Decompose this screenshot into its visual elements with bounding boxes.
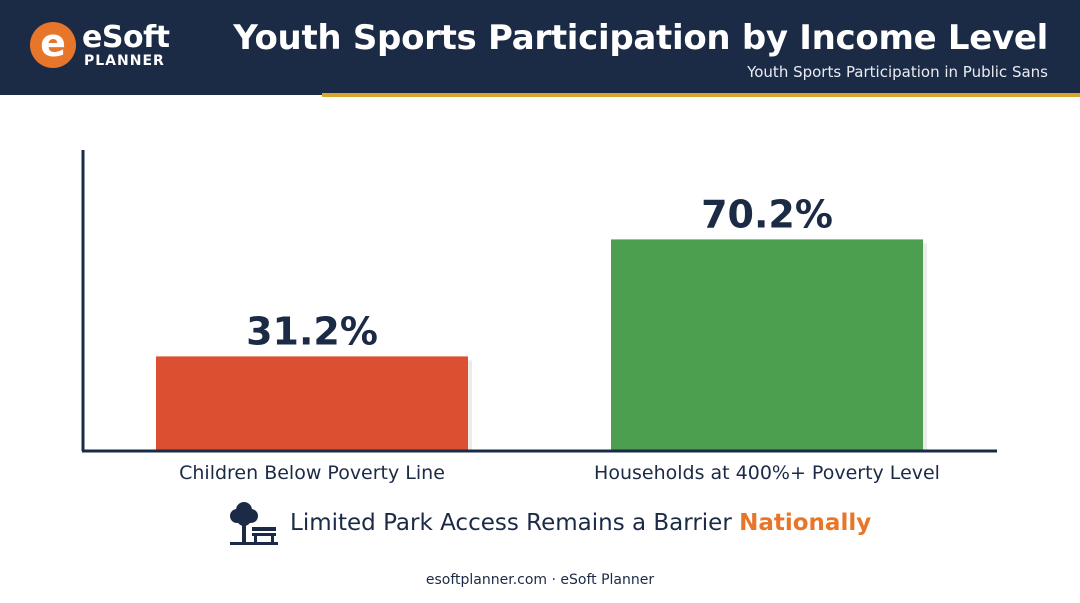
category-label-households-at-400-poverty-level: Households at 400%+ Poverty Level (594, 462, 940, 484)
bar-chart: 31.2% Children Below Poverty Line 70.2% Hou… (81, 150, 997, 484)
logo[interactable]: e eSoft PLANNER (30, 20, 190, 74)
logo-subtitle: PLANNER (84, 53, 165, 69)
bar-children-below-poverty-line[interactable] (156, 356, 468, 450)
note-text: Limited Park Access Remains a Barrier Na… (290, 510, 871, 536)
note-main-text: Limited Park Access Remains a Barrier (290, 510, 732, 536)
header-bar: e eSoft PLANNER Youth Sports Participati… (0, 0, 1080, 95)
header-accent-rule (322, 93, 1080, 97)
category-label-children-below-poverty-line: Children Below Poverty Line (179, 462, 445, 484)
page-title: Youth Sports Participation by Income Lev… (233, 18, 1048, 58)
page-subtitle: Youth Sports Participation in Public San… (747, 63, 1048, 81)
footer-credit[interactable]: esoftplanner.com · eSoft Planner (425, 572, 655, 588)
data-label-children-below-poverty-line: 31.2% (246, 309, 378, 353)
park-bench-icon (230, 502, 278, 545)
logo-name: eSoft (82, 20, 170, 55)
logo-e-icon: e (30, 22, 76, 68)
data-label-households-at-400-poverty-level: 70.2% (701, 192, 833, 236)
note-callout: Limited Park Access Remains a Barrier Na… (228, 500, 871, 550)
bar-households-at-400-poverty-level[interactable] (611, 239, 923, 450)
note-highlight: Nationally (739, 510, 872, 536)
